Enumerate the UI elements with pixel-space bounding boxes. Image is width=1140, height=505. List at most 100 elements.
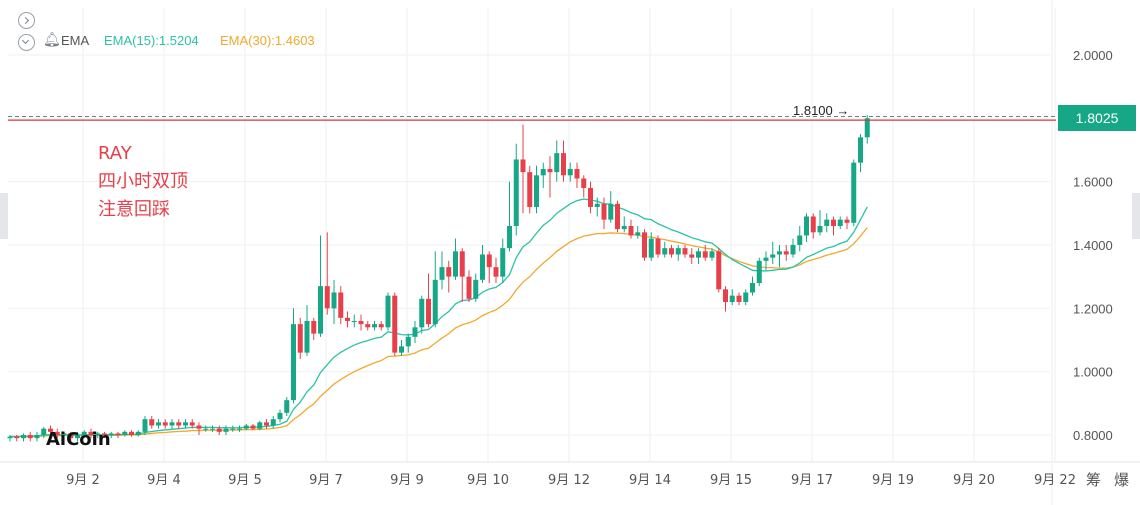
x-tick-label: 9月 10 [467,473,509,488]
candle-body [21,435,26,439]
annotation-pattern: 四小时双顶 [98,171,188,192]
candle [844,216,850,230]
candle [736,292,742,306]
candle-body [196,425,202,429]
candle-body [432,279,438,325]
candle-body [486,254,492,268]
candle-body [108,433,114,435]
candle [27,431,33,442]
candle-body [709,251,715,258]
candle-body [716,251,722,290]
candle-body [777,251,782,255]
candle [61,431,67,439]
candle-body [621,225,627,230]
x-tick-label: 9月 15 [710,473,752,488]
candle-body [588,187,593,207]
y-tick-label: 1.4000 [1073,238,1113,253]
candle-body [365,324,371,328]
candle [864,115,870,144]
candle [669,244,674,258]
candle [95,431,101,439]
candle [385,292,391,331]
candle [689,248,695,264]
candle-body [608,203,614,220]
candle [196,422,202,435]
candle-body [419,298,425,328]
ema30-layer [10,227,868,438]
candle-body [405,336,411,347]
candle-body [594,203,600,207]
candle-body [264,422,269,426]
candle [284,396,290,416]
candle [723,286,728,312]
candle [277,409,283,423]
x-tick-label: 9月 2 [66,473,100,488]
candle [135,430,141,437]
candle-body [162,422,168,426]
x-tick-label: 9月 20 [953,473,995,488]
collapse-icon[interactable] [18,34,35,51]
candle-body [34,435,40,439]
candle-body [270,419,276,426]
candle [817,210,823,236]
candle [777,244,782,268]
candle-body [804,216,809,236]
candle [783,244,789,261]
candle-body [304,320,310,353]
candle-body [831,219,836,226]
candle-body [817,225,823,233]
x-tick-label: 9月 7 [309,473,343,488]
candle-body [284,400,290,413]
candle-body [318,286,323,334]
x-tick-label: 9月 14 [629,473,671,488]
candle [419,295,425,334]
candle [554,140,560,182]
candle-body [648,238,654,258]
candle [756,257,762,287]
y-tick-label: 1.2000 [1073,301,1113,316]
candle-body [169,422,175,426]
ema30-value: EMA(30):1.4603 [220,33,315,48]
candle [297,317,303,359]
candle [176,419,182,429]
candle-body [68,433,74,439]
overlay-layer: 1.8100 → [8,103,1058,121]
candle [372,320,377,331]
expand-icon[interactable] [18,12,35,29]
candle [210,425,215,432]
candle [122,430,128,437]
candle [486,251,492,283]
annotation-symbol: RAY [98,143,132,164]
candle-body [399,346,404,353]
x-tick-label: 9月 9 [390,473,424,488]
candle-body [527,172,533,207]
candle-body [554,153,560,173]
right-panel-handle[interactable] [1132,193,1140,239]
candle [243,423,249,431]
candle [621,216,627,233]
candle [763,251,769,271]
candle [709,248,715,261]
candle [405,333,411,353]
candle-body [176,422,182,426]
candle-body [81,431,87,435]
candle-body [27,435,33,439]
candle [230,425,236,432]
candle [858,134,863,173]
annotation-note: 注意回踩 [98,199,170,220]
ema-indicator-label[interactable]: EMA [61,33,90,48]
candle [324,232,330,315]
candle [7,435,13,442]
candle [837,216,843,230]
candle [102,431,107,439]
candle-body [331,292,337,309]
candle-body [567,168,573,176]
x-tick-label: 9月 5 [228,473,262,488]
candle-body [689,254,695,258]
x-tick-label: 9月 19 [872,473,914,488]
left-panel-handle[interactable] [0,193,8,239]
candle-body [7,436,13,439]
candle [358,314,364,331]
bell-icon[interactable]: 🔔︎ [43,32,61,48]
